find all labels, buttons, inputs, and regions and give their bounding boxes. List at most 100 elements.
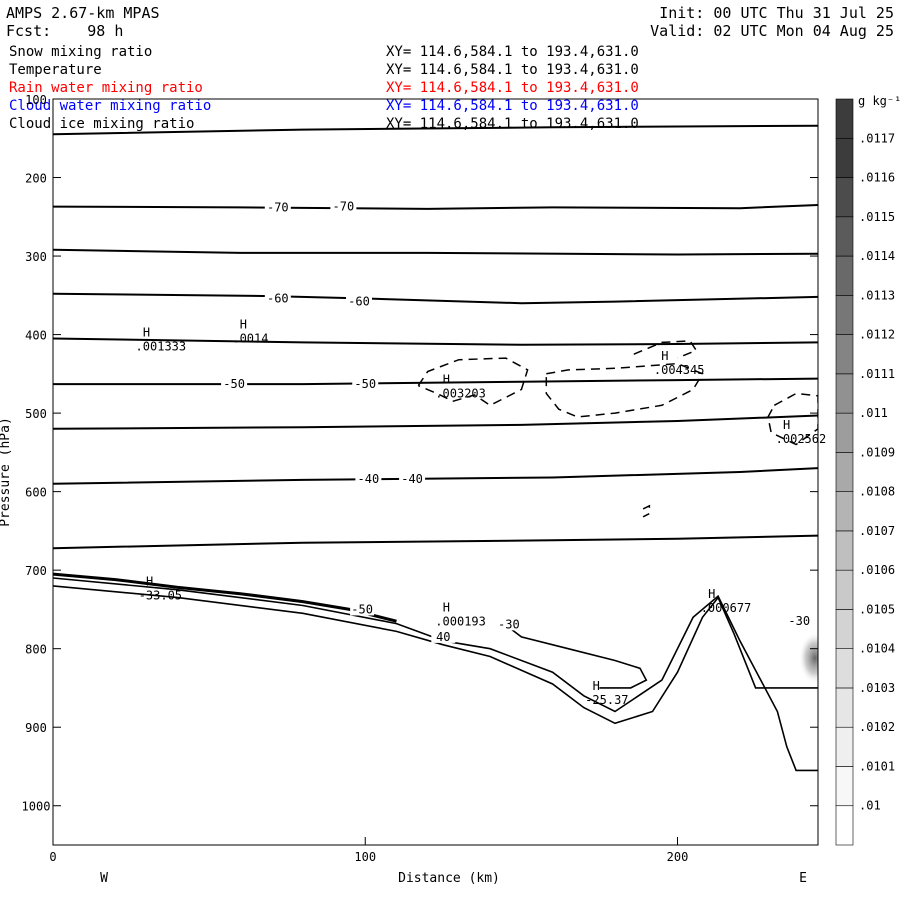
isotherm-label: -50 [223,377,245,391]
colorbar-label: .0101 [859,759,895,773]
contour-label-bg [264,199,291,214]
isotherm-line [53,414,818,430]
isotherm-line [53,467,818,485]
forecast-hour: Fcst: 98 h [6,22,124,40]
x-tick-label: 200 [667,850,689,864]
isotherm-line [53,124,818,136]
colorbar-swatch [835,216,854,257]
colorbar-swatch [835,452,854,492]
maximum-marker: H.000193 [435,600,486,628]
colorbar-unit: g kg⁻¹ [858,94,900,108]
legend-temperature: Temperature [9,62,102,78]
colorbar-label: .01 [859,799,881,813]
colorbar-swatch [835,530,854,571]
snow-contour [417,357,529,407]
isotherm-label: -60 [267,291,289,305]
maximum-marker: H.001333 [136,325,187,353]
legend-rain: Rain water mixing ratio [9,80,203,96]
y-tick-label: 600 [25,486,47,500]
y-tick-label: 200 [25,172,47,186]
colorbar-swatch [835,255,854,296]
maximum-value: -25.37 [585,693,628,707]
colorbar-swatch [835,609,854,649]
colorbar-swatch [835,137,854,178]
colorbar-swatch [835,295,854,335]
isotherm-line [53,248,818,256]
isotherm-label: -60 [348,295,370,309]
contour-label-bg [352,376,379,391]
colorbar-swatch [835,569,854,610]
east-label: E [799,871,807,886]
maximum-h: H [593,679,600,693]
valid-time: Valid: 02 UTC Mon 04 Aug 25 [650,22,894,40]
colorbar-label: .0116 [859,171,895,185]
y-tick-label: 400 [25,329,47,343]
legend-snow: Snow mixing ratio [9,44,153,60]
legend-cloud-water-xy: XY= 114.6,584.1 to 193.4,631.0 [386,98,639,114]
colorbar-label: .0117 [859,131,895,145]
model-title: AMPS 2.67-km MPAS [6,4,160,22]
plot-frame [52,98,819,846]
x-tick-label: 0 [49,850,56,864]
maximum-h: H [783,418,790,432]
colorbar-swatch [835,334,854,375]
maximum-h: H [443,373,450,387]
contour-label-bg [355,471,382,486]
maximum-value: .000193 [435,614,486,628]
shaded-region [798,632,818,685]
contour-label: -30 [498,617,520,631]
colorbar-label: .0103 [859,681,895,695]
maximum-h: H [443,600,450,614]
maximum-h: H [240,318,247,332]
colorbar-label: .0112 [859,328,895,342]
colorbar-label: .0108 [859,485,895,499]
surface-contour [505,624,648,689]
surface-contour [53,585,818,725]
y-tick-label: 900 [25,721,47,735]
isotherm-line [53,534,818,550]
snow-contour [633,340,698,359]
isotherm-label: -40 [401,472,423,486]
isotherm-line [53,292,818,305]
colorbar-swatch [835,766,854,807]
contour-label-bg [496,616,521,631]
snow-contour [642,504,651,518]
contour-label-bg [431,628,456,643]
maximum-value: .0014 [232,332,268,346]
colorbar-label: .0104 [859,642,895,656]
contour-label-bg [346,293,372,308]
colorbar-label: .011 [859,406,888,420]
maximum-value: .002562 [776,432,827,446]
y-tick-label: 300 [25,250,47,264]
contour-label-bg [399,471,426,486]
colorbar-swatch [835,687,854,728]
colorbar-label: .0102 [859,720,895,734]
maximum-value: .001333 [136,339,187,353]
contour-label-bg [350,601,375,616]
isotherm-line [53,337,818,346]
maximum-marker: H.003203 [435,373,486,401]
maximum-marker: H-25.37 [585,679,628,707]
contour-label: -30 [788,614,810,628]
colorbar-swatch [835,726,854,767]
maximum-marker: H.002562 [776,418,827,446]
y-axis-title: Pressure (hPa) [0,417,13,527]
y-tick-label: 500 [25,407,47,421]
x-axis-title: Distance (km) [398,871,500,886]
legend-rain-xy: XY= 114.6,584.1 to 193.4,631.0 [386,80,639,96]
colorbar-label: .0113 [859,288,895,302]
maximum-h: H [661,349,668,363]
y-tick-label: 1000 [22,800,51,814]
colorbar-swatch [835,98,854,139]
maximum-h: H [143,325,150,339]
contour-label-bg [787,613,812,628]
colorbar-swatch [835,805,854,846]
colorbar-swatch [835,373,854,414]
maximum-marker: H.004345 [654,349,705,377]
contour-label-bg [264,290,291,305]
isotherm-label: -70 [267,200,289,214]
surface-contour [53,577,818,772]
isotherm-label: -70 [333,200,355,214]
contour-label-bg [221,376,248,391]
